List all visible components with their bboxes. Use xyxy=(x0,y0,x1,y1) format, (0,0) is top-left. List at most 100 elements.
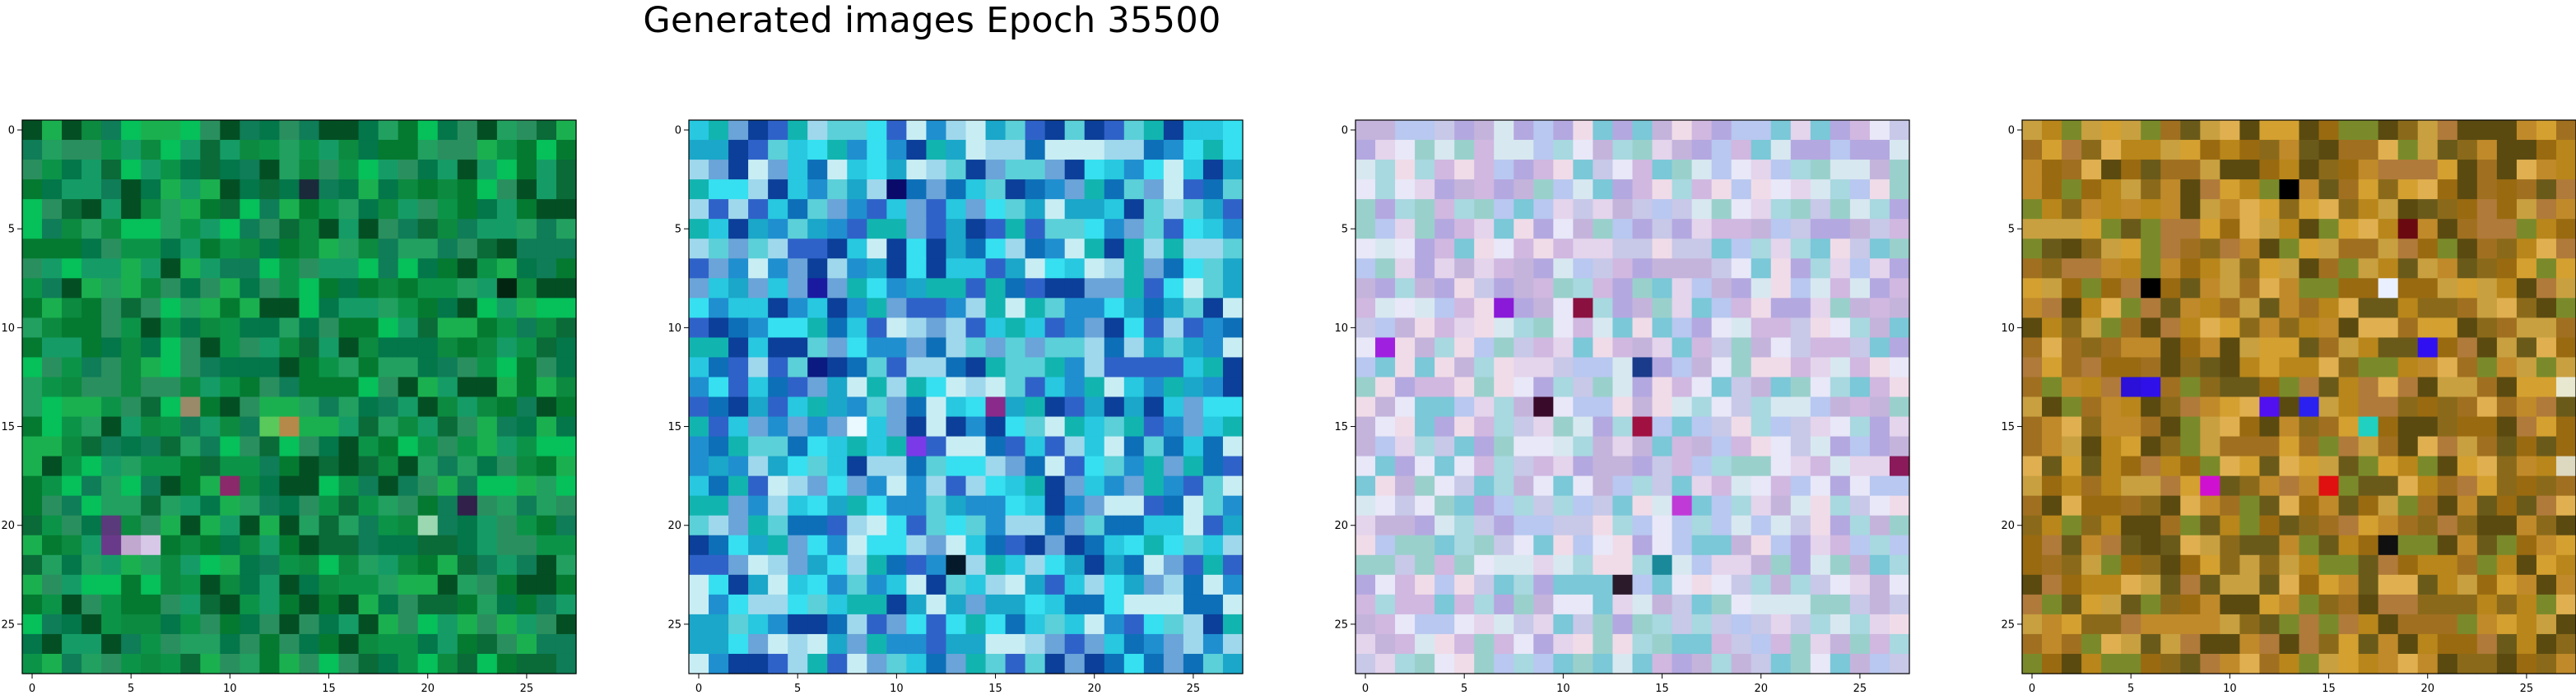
pixel-cell xyxy=(81,317,102,338)
pixel-cell xyxy=(1652,495,1673,517)
pixel-cell xyxy=(2220,396,2240,418)
pixel-cell xyxy=(2121,436,2141,457)
pixel-cell xyxy=(1830,436,1851,457)
pixel-cell xyxy=(200,554,221,576)
pixel-cell xyxy=(496,653,518,674)
pixel-cell xyxy=(1889,475,1910,497)
pixel-cell xyxy=(2496,574,2518,595)
pixel-cell xyxy=(1632,495,1653,517)
pixel-cell xyxy=(437,298,458,318)
pixel-cell xyxy=(1770,653,1792,674)
pixel-cell xyxy=(2081,278,2102,299)
pixel-cell xyxy=(378,258,399,279)
pixel-cell xyxy=(2417,357,2439,378)
pixel-cell xyxy=(1573,515,1594,536)
pixel-cell xyxy=(906,219,928,239)
pixel-cell xyxy=(1691,594,1713,615)
pixel-cell xyxy=(1123,140,1145,160)
pixel-cell xyxy=(2555,179,2576,200)
pixel-cell xyxy=(689,337,709,359)
pixel-cell xyxy=(1553,475,1574,497)
pixel-cell xyxy=(2160,239,2181,259)
pixel-cell xyxy=(768,377,788,398)
pixel-cell xyxy=(1790,219,1811,239)
pixel-cell xyxy=(728,475,749,497)
pixel-cell xyxy=(788,219,808,239)
pixel-cell xyxy=(2318,535,2340,556)
pixel-cell xyxy=(1533,436,1554,457)
pixel-cell xyxy=(1202,396,1224,418)
pixel-cell xyxy=(160,495,181,517)
pixel-cell xyxy=(2239,357,2261,378)
pixel-cell xyxy=(1395,475,1416,497)
pixel-cell xyxy=(2536,416,2557,438)
pixel-cell xyxy=(827,120,848,141)
pixel-cell xyxy=(1355,239,1376,259)
pixel-cell xyxy=(338,377,360,398)
pixel-cell xyxy=(689,456,709,477)
pixel-cell xyxy=(378,653,399,674)
pixel-cell xyxy=(1691,298,1713,318)
pixel-cell xyxy=(807,258,828,279)
pixel-cell xyxy=(2081,416,2102,438)
pixel-cell xyxy=(1711,357,1732,378)
pixel-cell xyxy=(886,357,907,378)
pixel-cell xyxy=(1005,554,1026,576)
pixel-cell xyxy=(1064,456,1086,477)
pixel-cell xyxy=(1454,160,1475,180)
pixel-cell xyxy=(220,160,240,180)
pixel-cell xyxy=(1183,239,1204,259)
pixel-cell xyxy=(220,298,240,318)
pixel-cell xyxy=(299,574,320,595)
pixel-cell xyxy=(496,219,518,239)
pixel-cell xyxy=(2417,199,2439,220)
pixel-cell xyxy=(2318,298,2340,318)
pixel-cell xyxy=(2299,653,2320,674)
pixel-cell xyxy=(1044,239,1066,259)
pixel-cell xyxy=(2457,160,2478,180)
pixel-cell xyxy=(1202,653,1224,674)
pixel-cell xyxy=(1222,594,1244,615)
y-tick-label: 15 xyxy=(667,421,681,433)
pixel-cell xyxy=(160,278,181,299)
pixel-cell xyxy=(2279,456,2300,477)
pixel-cell xyxy=(867,219,887,239)
pixel-cell xyxy=(1770,614,1792,635)
pixel-cell xyxy=(1869,140,1890,160)
pixel-cell xyxy=(2279,258,2300,279)
pixel-cell xyxy=(847,219,867,239)
pixel-cell xyxy=(2338,239,2360,259)
pixel-cell xyxy=(867,179,887,200)
pixel-cell xyxy=(2536,614,2557,635)
pixel-cell xyxy=(299,298,320,318)
pixel-cell xyxy=(2022,120,2043,141)
pixel-cell xyxy=(2358,377,2379,398)
pixel-cell xyxy=(1355,495,1376,517)
pixel-cell xyxy=(437,574,458,595)
pixel-cell xyxy=(1691,475,1713,497)
pixel-cell xyxy=(1143,317,1165,338)
pixel-cell xyxy=(220,554,240,576)
pixel-cell xyxy=(1415,160,1435,180)
pixel-cell xyxy=(768,475,788,497)
pixel-cell xyxy=(985,594,1007,615)
pixel-cell xyxy=(477,475,498,497)
pixel-cell xyxy=(886,495,907,517)
pixel-cell xyxy=(1691,377,1713,398)
pixel-cell xyxy=(180,436,201,457)
pixel-cell xyxy=(926,554,947,576)
pixel-cell xyxy=(2081,535,2102,556)
pixel-cell xyxy=(1672,278,1693,299)
pixel-cell xyxy=(2101,396,2122,418)
pixel-cell xyxy=(847,258,867,279)
pixel-cell xyxy=(1104,614,1125,635)
pixel-cell xyxy=(2318,614,2340,635)
pixel-cell xyxy=(2121,574,2141,595)
pixel-cell xyxy=(1434,515,1455,536)
pixel-cell xyxy=(437,495,458,517)
pixel-cell xyxy=(1632,594,1653,615)
pixel-cell xyxy=(22,179,43,200)
pixel-cell xyxy=(457,179,478,200)
pixel-cell xyxy=(1123,317,1145,338)
pixel-cell xyxy=(1123,199,1145,220)
